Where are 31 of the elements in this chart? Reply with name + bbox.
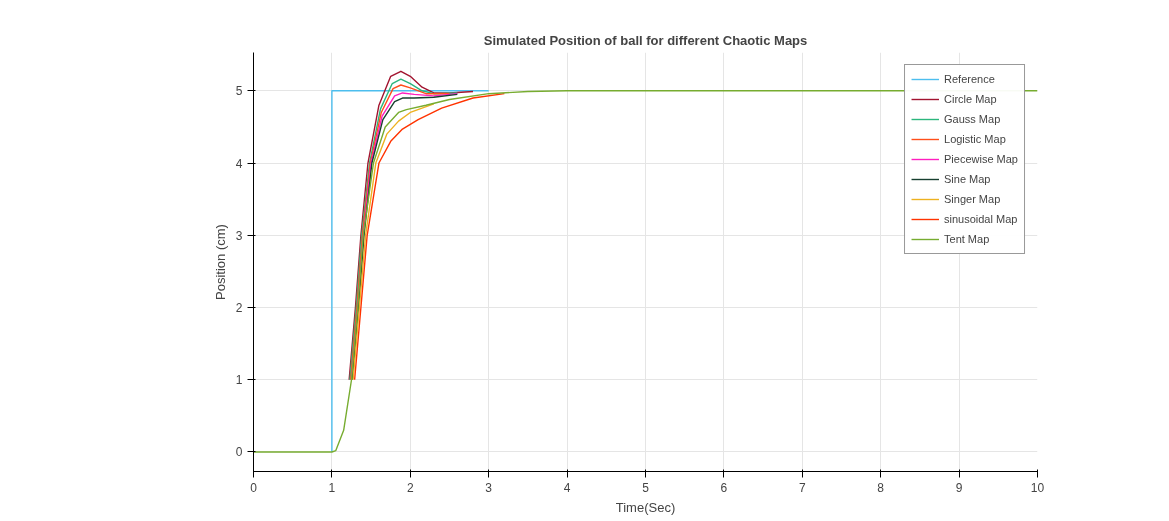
legend-label: Gauss Map [944,112,1001,127]
y-tick-label: 3 [235,228,243,243]
x-tick-label: 7 [798,480,806,495]
x-tick-label: 1 [328,480,336,495]
legend-label: sinusoidal Map [944,212,1018,227]
x-tick-label: 9 [955,480,963,495]
line-series [352,103,435,381]
legend-label: Singer Map [944,192,1001,207]
x-tick-label: 2 [406,480,414,495]
y-tick-label: 1 [235,373,243,388]
x-tick-label: 10 [1030,480,1045,495]
legend-label: Tent Map [944,232,990,247]
legend-label: Circle Map [944,92,997,107]
x-tick-label: 3 [485,480,493,495]
x-tick-label: 8 [877,480,885,495]
legend-label: Piecewise Map [944,152,1018,167]
y-axis-title: Position (cm) [212,224,228,300]
y-tick-label: 4 [235,156,243,171]
x-tick-label: 6 [720,480,728,495]
legend-label: Sine Map [944,172,991,187]
legend-label: Reference [944,72,995,87]
x-axis-title: Time(Sec) [615,499,676,515]
y-tick-label: 5 [235,84,243,99]
y-tick-label: 0 [235,445,243,460]
y-tick-label: 2 [235,301,243,316]
x-tick-label: 0 [250,480,258,495]
x-tick-label: 4 [563,480,571,495]
legend-label: Logistic Map [944,132,1006,147]
x-tick-label: 5 [642,480,650,495]
line-series [353,92,506,381]
chart-title: Simulated Position of ball for different Chaotic Maps [483,32,808,48]
